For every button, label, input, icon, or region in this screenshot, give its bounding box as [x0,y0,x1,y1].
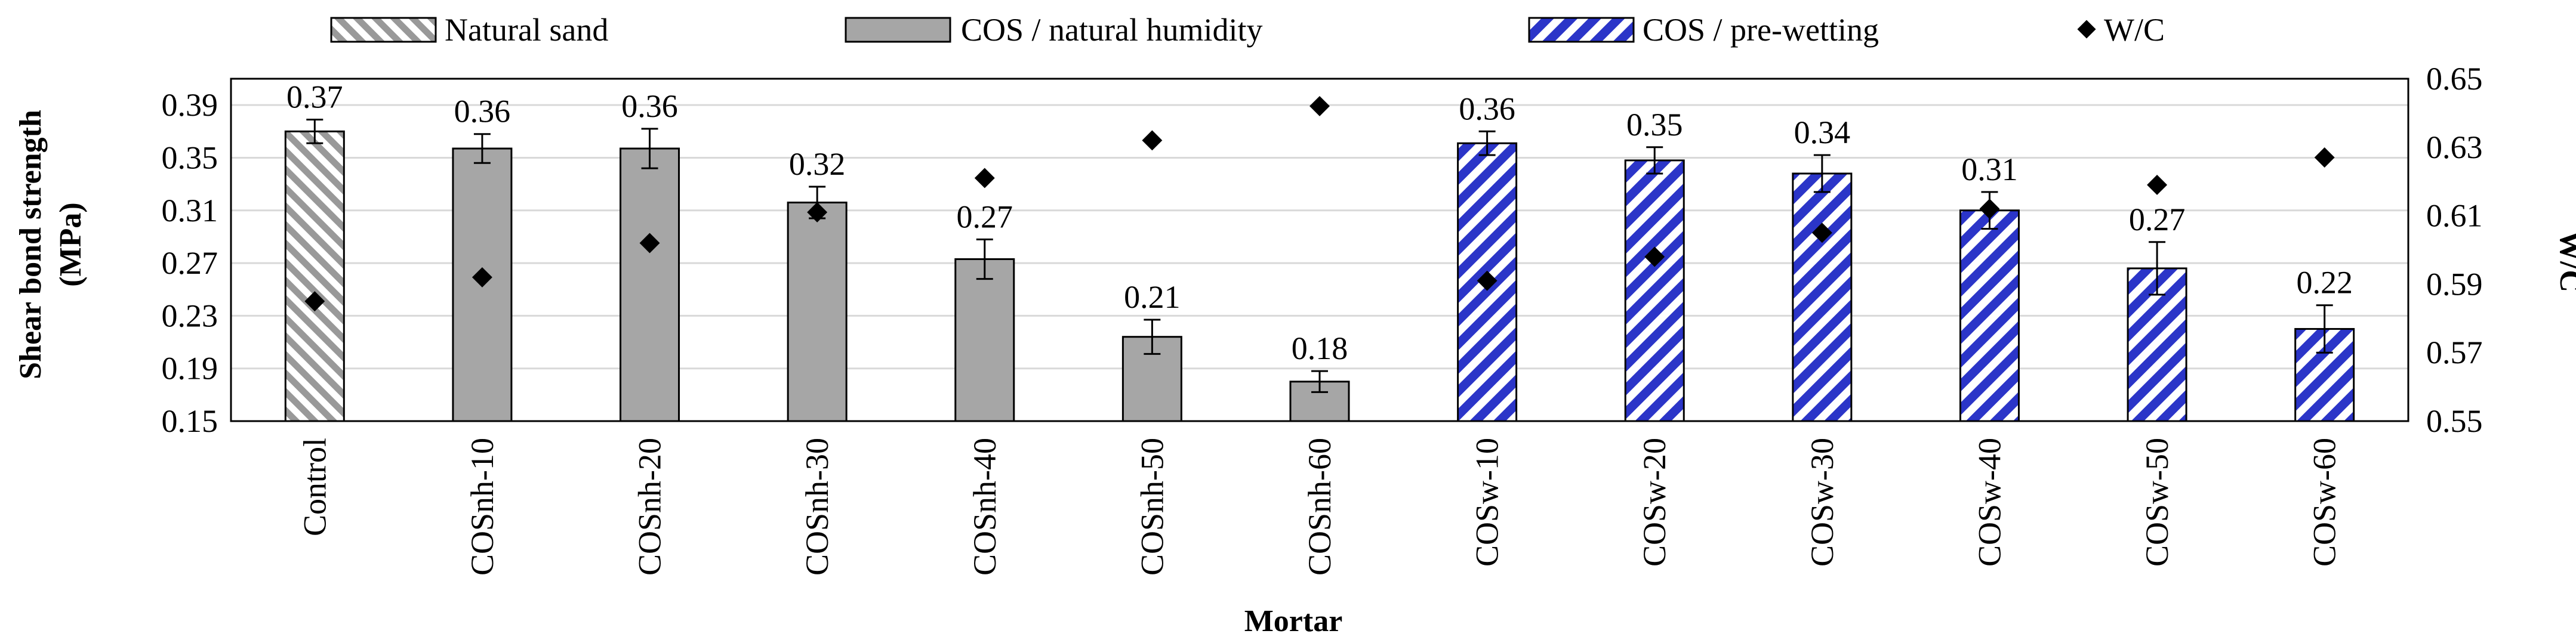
y-axis-title-line1: Shear bond strength [14,110,48,379]
error-bars [306,118,2333,393]
data-label: 0.22 [2296,265,2353,301]
legend-swatch-natural-sand [330,17,437,43]
category-label: COSnh-30 [799,438,835,576]
w-c-marker [639,233,660,254]
y2-axis-title: W/C [2553,230,2576,292]
legend-label-pre-wetting: COS / pre-wetting [1643,12,1879,48]
category-label: COSnh-60 [1302,438,1338,576]
right-axis-ticks: 0.55 0.57 0.59 0.61 0.63 0.65 [2426,61,2483,439]
gridlines [231,104,2408,422]
bar [284,130,345,422]
category-label: COSnh-40 [967,438,1003,576]
data-label: 0.27 [957,199,1013,234]
data-label: 0.37 [286,79,343,115]
w-c-marker [1142,130,1163,151]
data-label: 0.34 [1794,115,1851,150]
y-tick-label: 0.31 [162,193,218,228]
data-label: 0.36 [1459,91,1515,126]
data-label: 0.18 [1292,330,1348,366]
legend-swatch-pre-wetting [1528,17,1635,43]
data-label: 0.21 [1124,279,1181,315]
bar [620,147,680,422]
y2-tick-label: 0.65 [2426,61,2483,97]
y-tick-label: 0.23 [162,298,218,333]
y2-tick-label: 0.61 [2426,198,2483,234]
w-c-marker [472,267,492,288]
plot-area [230,78,2409,422]
left-axis-ticks: 0.15 0.19 0.23 0.27 0.31 0.35 0.39 [162,87,218,439]
category-label: COSnh-20 [632,438,668,576]
category-label: Control [297,438,332,536]
bar [954,258,1015,422]
data-labels: 0.37 0.36 0.36 0.32 0.27 0.21 0.18 0.36 0.35 0.34… [286,79,2353,366]
legend-label-natural-sand: Natural sand [445,12,608,48]
y-tick-label: 0.15 [162,403,218,439]
bar [1792,172,1853,422]
data-label: 0.32 [789,146,846,182]
y-tick-label: 0.19 [162,351,218,387]
w-c-marker [974,168,995,188]
w-c-marker [1309,95,1330,116]
y2-tick-label: 0.55 [2426,403,2483,439]
category-label: COSw-40 [1971,438,2007,567]
data-label: 0.36 [621,88,678,124]
bar [1289,381,1350,422]
bar [1624,159,1685,422]
legend-label-natural-humidity: COS / natural humidity [961,12,1263,48]
y2-tick-label: 0.63 [2426,129,2483,165]
data-label: 0.36 [454,94,511,129]
y2-tick-label: 0.57 [2426,335,2483,370]
w-c-marker [304,291,325,312]
category-label: COSw-60 [2307,438,2343,567]
w-c-marker [2314,147,2335,168]
category-label: COSw-30 [1804,438,1840,567]
category-label: COSw-20 [1637,438,1672,567]
w-c-markers [304,95,2335,312]
category-label: COSnh-50 [1134,438,1170,576]
y2-tick-label: 0.59 [2426,266,2483,302]
w-c-marker [2147,174,2168,195]
category-label: COSnh-10 [464,438,500,576]
bar [787,202,848,422]
y-tick-label: 0.27 [162,245,218,281]
y-tick-label: 0.39 [162,87,218,123]
legend: Natural sand COS / natural humidity COS … [330,12,2165,48]
category-label: COSw-50 [2139,438,2175,567]
category-label: COSw-10 [1469,438,1505,567]
legend-swatch-natural-humidity [845,17,951,43]
w-c-marker [807,202,828,222]
data-label: 0.35 [1626,107,1683,143]
bar [1959,209,2020,422]
y-tick-label: 0.35 [162,140,218,175]
data-label: 0.27 [2129,202,2186,237]
data-label: 0.31 [1961,152,2018,187]
category-labels: Control COSnh-10 COSnh-20 COSnh-30 COSnh-40 C… [297,438,2342,576]
legend-label-w-c: W/C [2104,12,2165,48]
y-axis-title-line2: (MPa) [54,202,88,286]
legend-marker-w-c [2077,20,2096,39]
x-axis-title: Mortar [1244,604,1343,638]
